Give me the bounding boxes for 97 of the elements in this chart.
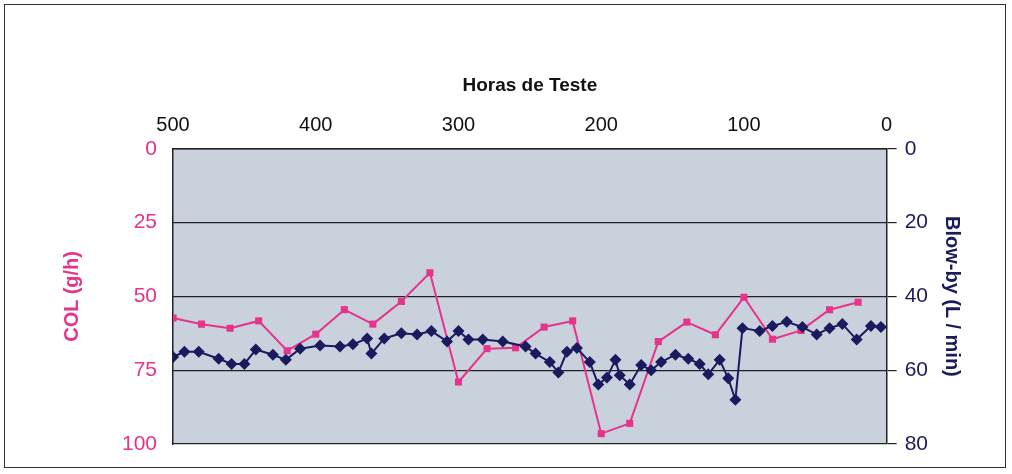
point — [796, 321, 809, 334]
point — [266, 348, 279, 361]
point — [395, 327, 408, 340]
point — [378, 332, 391, 345]
point — [519, 340, 532, 353]
y-axis-title: Blow-by (L / min) — [942, 216, 965, 377]
x-tick-label: 200 — [584, 113, 618, 136]
point — [766, 319, 779, 332]
point — [369, 320, 377, 328]
point — [238, 357, 251, 370]
y2-tick-label: 50 — [133, 283, 158, 307]
point — [178, 345, 191, 358]
point — [198, 320, 206, 328]
point — [426, 269, 434, 277]
point — [597, 430, 605, 438]
point — [836, 318, 849, 331]
point — [683, 318, 691, 326]
point — [441, 335, 454, 348]
point — [192, 345, 205, 358]
point — [552, 366, 565, 379]
point — [613, 369, 626, 382]
point — [462, 333, 475, 346]
point — [279, 353, 292, 366]
point — [753, 325, 766, 338]
point — [810, 328, 823, 341]
point — [635, 359, 648, 372]
y2-tick-label: 25 — [133, 209, 158, 233]
point — [496, 335, 509, 348]
point — [249, 343, 262, 356]
y-tick-label: 40 — [904, 283, 928, 307]
point — [346, 338, 359, 351]
point — [483, 345, 491, 353]
point — [212, 352, 225, 365]
point — [645, 364, 658, 377]
point — [864, 319, 877, 332]
point — [740, 293, 748, 301]
x-tick-label: 400 — [299, 113, 333, 136]
point — [768, 335, 776, 343]
point — [294, 342, 307, 355]
point — [729, 393, 742, 406]
x-tick-label: 0 — [881, 113, 893, 136]
y2-tick-label: 100 — [121, 430, 158, 454]
point — [722, 372, 735, 385]
point — [314, 339, 327, 352]
point — [711, 331, 719, 339]
y-tick-label: 0 — [904, 135, 917, 159]
point — [669, 348, 682, 361]
point — [334, 340, 347, 353]
point — [397, 297, 405, 305]
point — [682, 352, 695, 365]
point — [425, 325, 438, 338]
y2-tick-label: 0 — [145, 135, 158, 159]
y2-tick-label: 75 — [133, 357, 158, 380]
point — [529, 347, 542, 360]
point — [570, 342, 583, 355]
point — [623, 378, 636, 391]
point — [340, 306, 348, 314]
x-tick-label: 100 — [727, 113, 761, 136]
point — [854, 298, 862, 306]
point — [361, 332, 374, 345]
point — [476, 333, 489, 346]
point — [540, 323, 548, 331]
point — [569, 317, 577, 325]
point — [693, 357, 706, 370]
point — [411, 328, 424, 341]
point — [452, 325, 465, 338]
point — [255, 317, 263, 325]
point — [736, 322, 749, 335]
point — [609, 353, 622, 366]
point — [702, 368, 715, 381]
point — [600, 371, 613, 384]
point — [780, 315, 793, 328]
x-tick-label: 300 — [441, 113, 476, 136]
y-tick-label: 80 — [904, 430, 928, 454]
point — [654, 338, 662, 346]
y-tick-label: 60 — [904, 357, 928, 380]
point — [655, 356, 668, 369]
x-axis-title: Horas de Teste — [462, 73, 598, 95]
point — [823, 322, 836, 335]
point — [592, 378, 605, 391]
y2-axis-title: COL (g/h) — [59, 251, 82, 342]
point — [225, 357, 238, 370]
point — [312, 330, 320, 338]
x-tick-label: 500 — [156, 113, 190, 136]
point — [826, 306, 834, 314]
point — [543, 356, 556, 369]
point — [713, 353, 726, 366]
point — [226, 324, 234, 332]
point — [365, 347, 378, 360]
point — [850, 333, 863, 346]
point — [454, 378, 463, 386]
point — [626, 419, 634, 427]
point — [560, 345, 573, 358]
point — [283, 347, 291, 355]
point — [874, 321, 887, 334]
point — [583, 356, 596, 369]
y-tick-label: 20 — [904, 209, 928, 233]
